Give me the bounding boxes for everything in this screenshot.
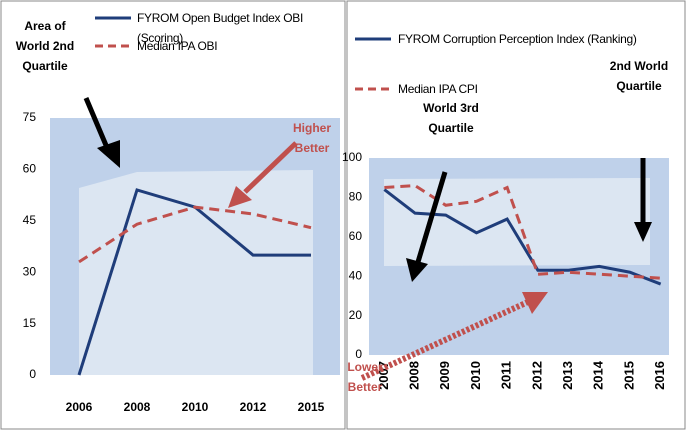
- legend-label: Median IPA CPI: [398, 82, 478, 96]
- arrows: [83, 97, 652, 282]
- y-tick-label: 40: [349, 268, 363, 282]
- x-tick-label: 2009: [437, 361, 452, 390]
- arrow-head: [406, 258, 428, 282]
- series-line: [78, 205, 312, 264]
- legend-label: FYROM Open Budget Index OBI (Scoring): [137, 11, 303, 45]
- x-tick-label: 2008: [406, 361, 421, 390]
- y-tick-label: 100: [342, 150, 362, 164]
- y-tick-label: 75: [23, 110, 37, 124]
- x-tick-label: 2011: [499, 361, 514, 389]
- quartile-band: [79, 170, 313, 375]
- arrow-head: [522, 292, 548, 314]
- x-tick-label: 2012: [529, 361, 544, 390]
- panel-border: [346, 0, 686, 430]
- annotation: Area of World 2nd Quartile: [15, 19, 75, 73]
- y-tick-label: 15: [23, 316, 37, 330]
- x-tick-label: 2016: [652, 361, 667, 390]
- x-tick-label: 2008: [124, 400, 151, 414]
- x-tick-label: 2006: [66, 400, 93, 414]
- annotation: World 3rd Quartile: [423, 101, 479, 135]
- x-tick-label: 2015: [298, 400, 325, 414]
- x-tick-label: 2010: [468, 361, 483, 390]
- arrow: [360, 298, 532, 381]
- x-tick-label: 2013: [560, 361, 575, 390]
- y-tick-label: 80: [349, 190, 363, 204]
- arrow: [83, 97, 111, 151]
- x-tick-label: 2015: [621, 361, 636, 390]
- panel-border: [0, 0, 346, 430]
- legend-label: FYROM Corruption Perception Index (Ranki…: [398, 32, 637, 46]
- y-tick-label: 60: [23, 162, 37, 176]
- x-tick-label: 2010: [182, 400, 209, 414]
- quartile-band: [384, 178, 650, 266]
- arrow-head: [634, 222, 652, 242]
- legend-label: Median IPA OBI: [137, 39, 218, 53]
- y-tick-label: 20: [349, 308, 363, 322]
- annotation: Higher Better: [292, 121, 331, 155]
- arrow: [415, 171, 448, 263]
- x-tick-label: 2014: [591, 360, 606, 390]
- annotation: 2nd World Quartile: [609, 59, 669, 93]
- y-tick-label: 0: [29, 367, 36, 381]
- y-tick-label: 30: [23, 264, 37, 278]
- annotation: Lower Better: [347, 360, 383, 394]
- y-tick-label: 0: [355, 347, 362, 361]
- y-tick-label: 60: [349, 229, 363, 243]
- arrow-head: [97, 140, 120, 168]
- x-tick-label: 2012: [240, 400, 267, 414]
- arrow-head: [228, 186, 252, 208]
- series-line: [384, 184, 661, 280]
- y-tick-label: 45: [23, 213, 37, 227]
- arrow: [243, 141, 298, 194]
